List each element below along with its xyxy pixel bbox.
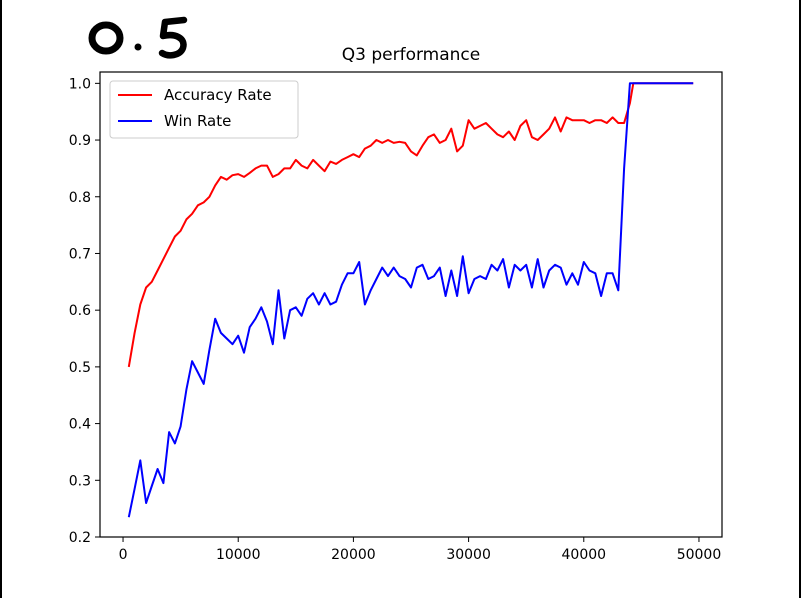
handwritten-five [158, 16, 188, 59]
legend-label: Win Rate [164, 112, 231, 130]
chart-title: Q3 performance [342, 45, 480, 65]
x-tick-label: 40000 [562, 547, 607, 563]
axes: 0 10000 20000 30000 40000 50000 0.2 0.3 0.4 0.5 0.… [69, 71, 723, 563]
right-border [799, 0, 801, 598]
y-tick-label: 0.6 [69, 303, 91, 319]
x-tick-label: 10000 [216, 547, 261, 563]
legend-label: Accuracy Rate [164, 86, 272, 104]
plot-frame [99, 71, 723, 538]
plot-area [127, 82, 694, 518]
handwritten-dot [134, 43, 142, 51]
left-border [0, 0, 2, 598]
y-tick-label: 0.9 [69, 133, 91, 149]
x-tick-label: 20000 [331, 547, 376, 563]
legend-box [109, 80, 299, 139]
x-tick-label: 50000 [677, 547, 722, 563]
y-tick-label: 0.7 [69, 246, 91, 262]
y-tick-label: 0.4 [69, 417, 91, 433]
series-line-accuracy-rate [127, 82, 694, 368]
y-tick-label: 0.3 [69, 473, 91, 489]
handwritten-zero [88, 21, 124, 55]
handwritten-annotation [88, 16, 188, 59]
y-tick-label: 0.5 [69, 360, 91, 376]
y-tick-label: 0.2 [69, 530, 91, 546]
y-tick-label: 0.8 [69, 190, 91, 206]
x-tick-label: 30000 [446, 547, 491, 563]
y-tick-label: 1.0 [69, 76, 91, 92]
x-tick-label: 0 [119, 547, 128, 563]
legend: Accuracy Rate Win Rate [109, 80, 299, 139]
series-line-win-rate [127, 82, 694, 518]
